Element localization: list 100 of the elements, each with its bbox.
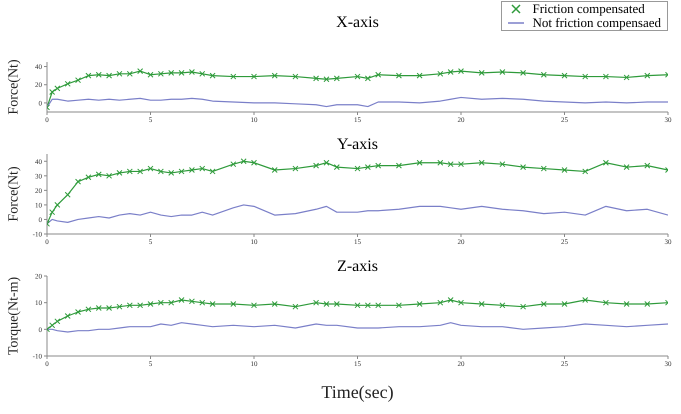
point xyxy=(499,69,506,75)
point xyxy=(188,167,195,173)
point xyxy=(168,300,174,306)
point xyxy=(437,160,444,166)
point xyxy=(106,72,112,79)
point xyxy=(230,74,236,80)
line-series xyxy=(47,96,668,108)
point xyxy=(106,172,112,179)
point xyxy=(313,75,320,82)
point xyxy=(168,70,174,76)
point xyxy=(49,89,56,95)
point xyxy=(272,167,278,173)
point xyxy=(137,302,144,308)
legend-label: Not friction compensaed xyxy=(532,15,661,30)
point xyxy=(158,70,164,77)
chart-title: Y-axis xyxy=(336,136,379,154)
y-axis-title: Torque(Nt-m) xyxy=(6,276,22,356)
point xyxy=(313,162,320,169)
point xyxy=(448,69,454,75)
point xyxy=(478,301,485,307)
point xyxy=(448,297,454,303)
point xyxy=(624,164,630,170)
line-series xyxy=(47,204,668,224)
point xyxy=(364,302,371,308)
point xyxy=(644,162,650,169)
point xyxy=(499,161,506,168)
point xyxy=(148,72,154,78)
point xyxy=(251,74,257,80)
point xyxy=(478,160,485,166)
point xyxy=(49,209,56,216)
point xyxy=(458,68,464,74)
point xyxy=(624,301,630,307)
point xyxy=(96,171,102,178)
point xyxy=(148,301,154,307)
point xyxy=(323,76,330,82)
point xyxy=(437,300,444,306)
point xyxy=(396,302,402,308)
point xyxy=(364,164,371,170)
point xyxy=(292,166,298,172)
y-axis-title: Force(Nt) xyxy=(6,59,22,115)
point xyxy=(437,70,444,77)
point xyxy=(354,74,360,80)
point xyxy=(188,69,195,75)
point xyxy=(116,70,122,77)
point xyxy=(354,166,360,172)
point xyxy=(375,162,382,169)
point xyxy=(624,74,630,80)
point xyxy=(562,301,568,307)
point xyxy=(126,168,133,174)
point xyxy=(334,301,340,307)
point xyxy=(178,168,185,174)
x-axis-title: Time(sec) xyxy=(321,382,394,402)
y-axis-title: Force(Nt) xyxy=(6,166,22,222)
point xyxy=(230,161,236,168)
point xyxy=(520,304,526,310)
point xyxy=(251,160,257,166)
point xyxy=(272,72,278,79)
point xyxy=(137,168,144,174)
point xyxy=(75,178,82,185)
point xyxy=(396,72,402,79)
point xyxy=(199,300,206,306)
point xyxy=(116,304,122,310)
point xyxy=(520,70,526,76)
point xyxy=(416,160,423,166)
point xyxy=(199,70,206,77)
point xyxy=(313,300,320,306)
point xyxy=(158,168,164,174)
point xyxy=(323,160,330,166)
point xyxy=(416,72,423,79)
point xyxy=(458,300,464,306)
point xyxy=(582,74,588,80)
point xyxy=(448,161,454,168)
point xyxy=(116,170,122,176)
point xyxy=(210,301,216,307)
point xyxy=(644,301,650,307)
point xyxy=(64,80,71,87)
point xyxy=(582,168,588,174)
point xyxy=(272,301,278,307)
point xyxy=(210,168,216,174)
point xyxy=(334,164,340,170)
point xyxy=(168,170,174,176)
point xyxy=(354,302,360,308)
point xyxy=(251,302,257,308)
chart-title: X-axis xyxy=(336,14,379,31)
point xyxy=(85,72,92,79)
point xyxy=(292,304,298,310)
point xyxy=(364,75,371,82)
point xyxy=(240,158,247,164)
point xyxy=(126,70,133,77)
point xyxy=(230,301,236,307)
point xyxy=(96,305,102,311)
point xyxy=(375,302,382,308)
chart-title: Z-axis xyxy=(336,258,379,276)
point xyxy=(49,322,56,328)
point xyxy=(96,72,102,78)
point xyxy=(582,297,588,303)
point xyxy=(54,318,60,324)
line-series xyxy=(47,322,668,333)
point xyxy=(602,74,609,80)
point xyxy=(75,309,82,315)
